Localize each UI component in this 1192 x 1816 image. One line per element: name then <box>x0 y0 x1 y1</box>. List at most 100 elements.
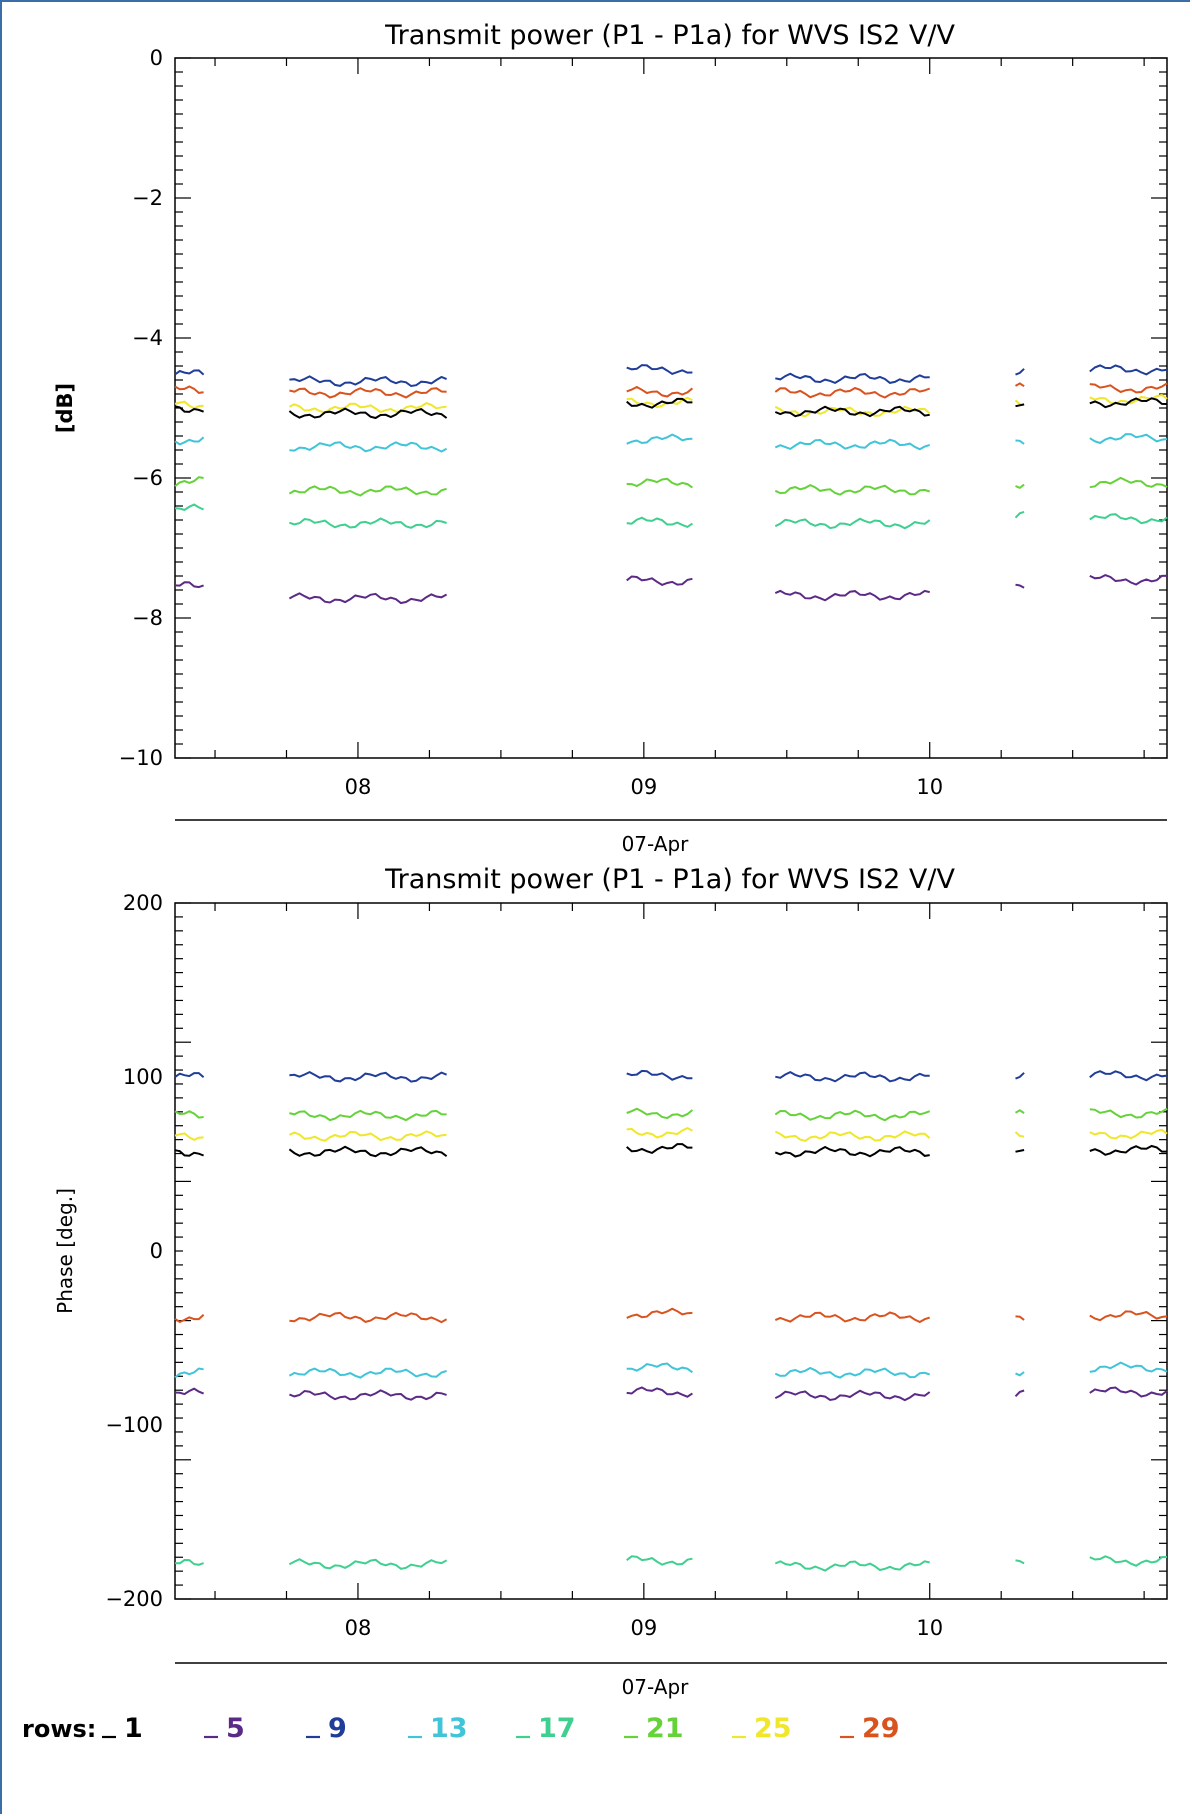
series-line-row-9 <box>775 1070 930 1083</box>
y-tick-label: −4 <box>132 326 163 350</box>
series-row-13 <box>174 433 1168 453</box>
legend: rows: 1 5 9 13 17 21 25 29 <box>22 1713 900 1744</box>
series-line-row-21 <box>174 476 204 487</box>
series-line-row-13 <box>626 433 693 445</box>
legend-label: 9 <box>328 1713 347 1744</box>
panel-phase: Transmit power (P1 - P1a) for WVS IS2 V/… <box>53 864 1168 1699</box>
series-line-row-5 <box>1015 583 1025 589</box>
series-line-row-17 <box>1015 1559 1025 1565</box>
series-line-row-29 <box>626 385 694 398</box>
series-line-row-13 <box>288 1367 447 1379</box>
series-line-row-25 <box>1089 1128 1168 1140</box>
series-line-row-21 <box>774 483 931 496</box>
series-line-row-17 <box>174 1558 204 1566</box>
series-line-row-5 <box>289 1389 447 1401</box>
series-line-row-21 <box>626 1107 694 1120</box>
series-line-row-1 <box>288 407 448 420</box>
series-line-row-29 <box>1014 382 1025 388</box>
series-row-13 <box>174 1361 1168 1379</box>
legend-label: 25 <box>754 1713 792 1744</box>
legend-item-row-1: 1 <box>102 1713 143 1744</box>
series-line-row-25 <box>288 401 447 414</box>
x-tick-label: 10 <box>916 775 943 799</box>
legend-item-row-5: 5 <box>204 1713 245 1744</box>
series-line-row-1 <box>626 397 693 409</box>
series-line-row-9 <box>174 369 205 376</box>
y-tick-label: 100 <box>123 1065 163 1089</box>
series-row-1 <box>174 1143 1167 1158</box>
x-axis-label: 07-Apr <box>622 832 690 856</box>
series-line-row-17 <box>288 1558 448 1570</box>
series-line-row-25 <box>174 400 204 410</box>
series-line-row-29 <box>289 387 447 399</box>
y-tick-label: −8 <box>132 606 163 630</box>
series-line-row-29 <box>174 385 204 394</box>
panel-title: Transmit power (P1 - P1a) for WVS IS2 V/… <box>384 20 955 51</box>
x-tick-label: 08 <box>345 1616 372 1640</box>
series-line-row-21 <box>774 1109 931 1122</box>
legend-label: 17 <box>538 1713 576 1744</box>
series-line-row-13 <box>1089 1361 1168 1373</box>
panel-title: Transmit power (P1 - P1a) for WVS IS2 V/… <box>384 864 955 895</box>
x-tick-label: 10 <box>916 1616 943 1640</box>
series-line-row-5 <box>174 1387 204 1396</box>
series-line-row-17 <box>1089 1555 1168 1567</box>
series-line-row-1 <box>1015 403 1025 408</box>
legend-label: 5 <box>226 1713 245 1744</box>
series-group <box>174 1069 1168 1572</box>
series-line-row-1 <box>1089 397 1168 409</box>
series-line-row-17 <box>626 516 693 529</box>
series-line-row-13 <box>289 441 448 453</box>
y-tick-label: −10 <box>119 746 163 770</box>
series-line-row-5 <box>1014 1389 1025 1397</box>
series-line-row-13 <box>774 1366 931 1379</box>
series-line-row-17 <box>774 1560 930 1572</box>
y-tick-label: 200 <box>123 891 163 915</box>
series-line-row-1 <box>288 1145 448 1158</box>
series-line-row-5 <box>774 589 930 602</box>
legend-item-row-21: 21 <box>624 1713 684 1744</box>
series-row-5 <box>174 574 1168 605</box>
series-line-row-13 <box>1089 433 1168 445</box>
series-line-row-5 <box>774 1389 931 1402</box>
series-line-row-9 <box>289 1070 447 1083</box>
series-line-row-25 <box>174 1132 204 1142</box>
series-line-row-9 <box>1089 1070 1168 1082</box>
y-axis-label: [dB] <box>53 383 77 433</box>
series-line-row-1 <box>626 1143 693 1155</box>
series-line-row-29 <box>774 386 931 399</box>
series-line-row-17 <box>1089 513 1168 525</box>
x-tick-label: 09 <box>630 1616 657 1640</box>
series-line-row-5 <box>626 575 693 587</box>
y-tick-label: −200 <box>105 1587 163 1611</box>
series-row-21 <box>174 1107 1168 1122</box>
series-row-25 <box>174 1126 1168 1142</box>
plot-area <box>174 902 1168 1600</box>
series-line-row-21 <box>289 1109 447 1122</box>
series-line-row-13 <box>174 436 205 446</box>
series-line-row-9 <box>1015 368 1025 376</box>
series-line-row-29 <box>626 1307 693 1319</box>
series-line-row-9 <box>626 1069 693 1081</box>
series-line-row-13 <box>174 1367 204 1379</box>
y-axis-label: Phase [deg.] <box>53 1188 77 1314</box>
series-row-5 <box>174 1386 1168 1402</box>
y-axis-ticks: 0 −2 −4 −6 −8 −10 <box>119 46 1167 770</box>
legend-item-row-9: 9 <box>306 1713 347 1744</box>
series-line-row-29 <box>289 1311 448 1324</box>
y-tick-label: 0 <box>150 46 163 70</box>
legend-item-row-17: 17 <box>516 1713 576 1744</box>
series-line-row-25 <box>626 396 693 409</box>
series-row-17 <box>174 1555 1168 1572</box>
x-axis-label: 07-Apr <box>622 1675 690 1699</box>
series-line-row-21 <box>174 1110 204 1119</box>
series-line-row-13 <box>1015 439 1025 445</box>
series-line-row-9 <box>626 364 693 376</box>
series-line-row-13 <box>626 1362 693 1374</box>
series-line-row-1 <box>174 1149 204 1157</box>
legend-label: 1 <box>124 1713 143 1744</box>
series-row-9 <box>174 1069 1168 1083</box>
series-row-29 <box>174 382 1168 399</box>
series-line-row-5 <box>626 1386 693 1398</box>
